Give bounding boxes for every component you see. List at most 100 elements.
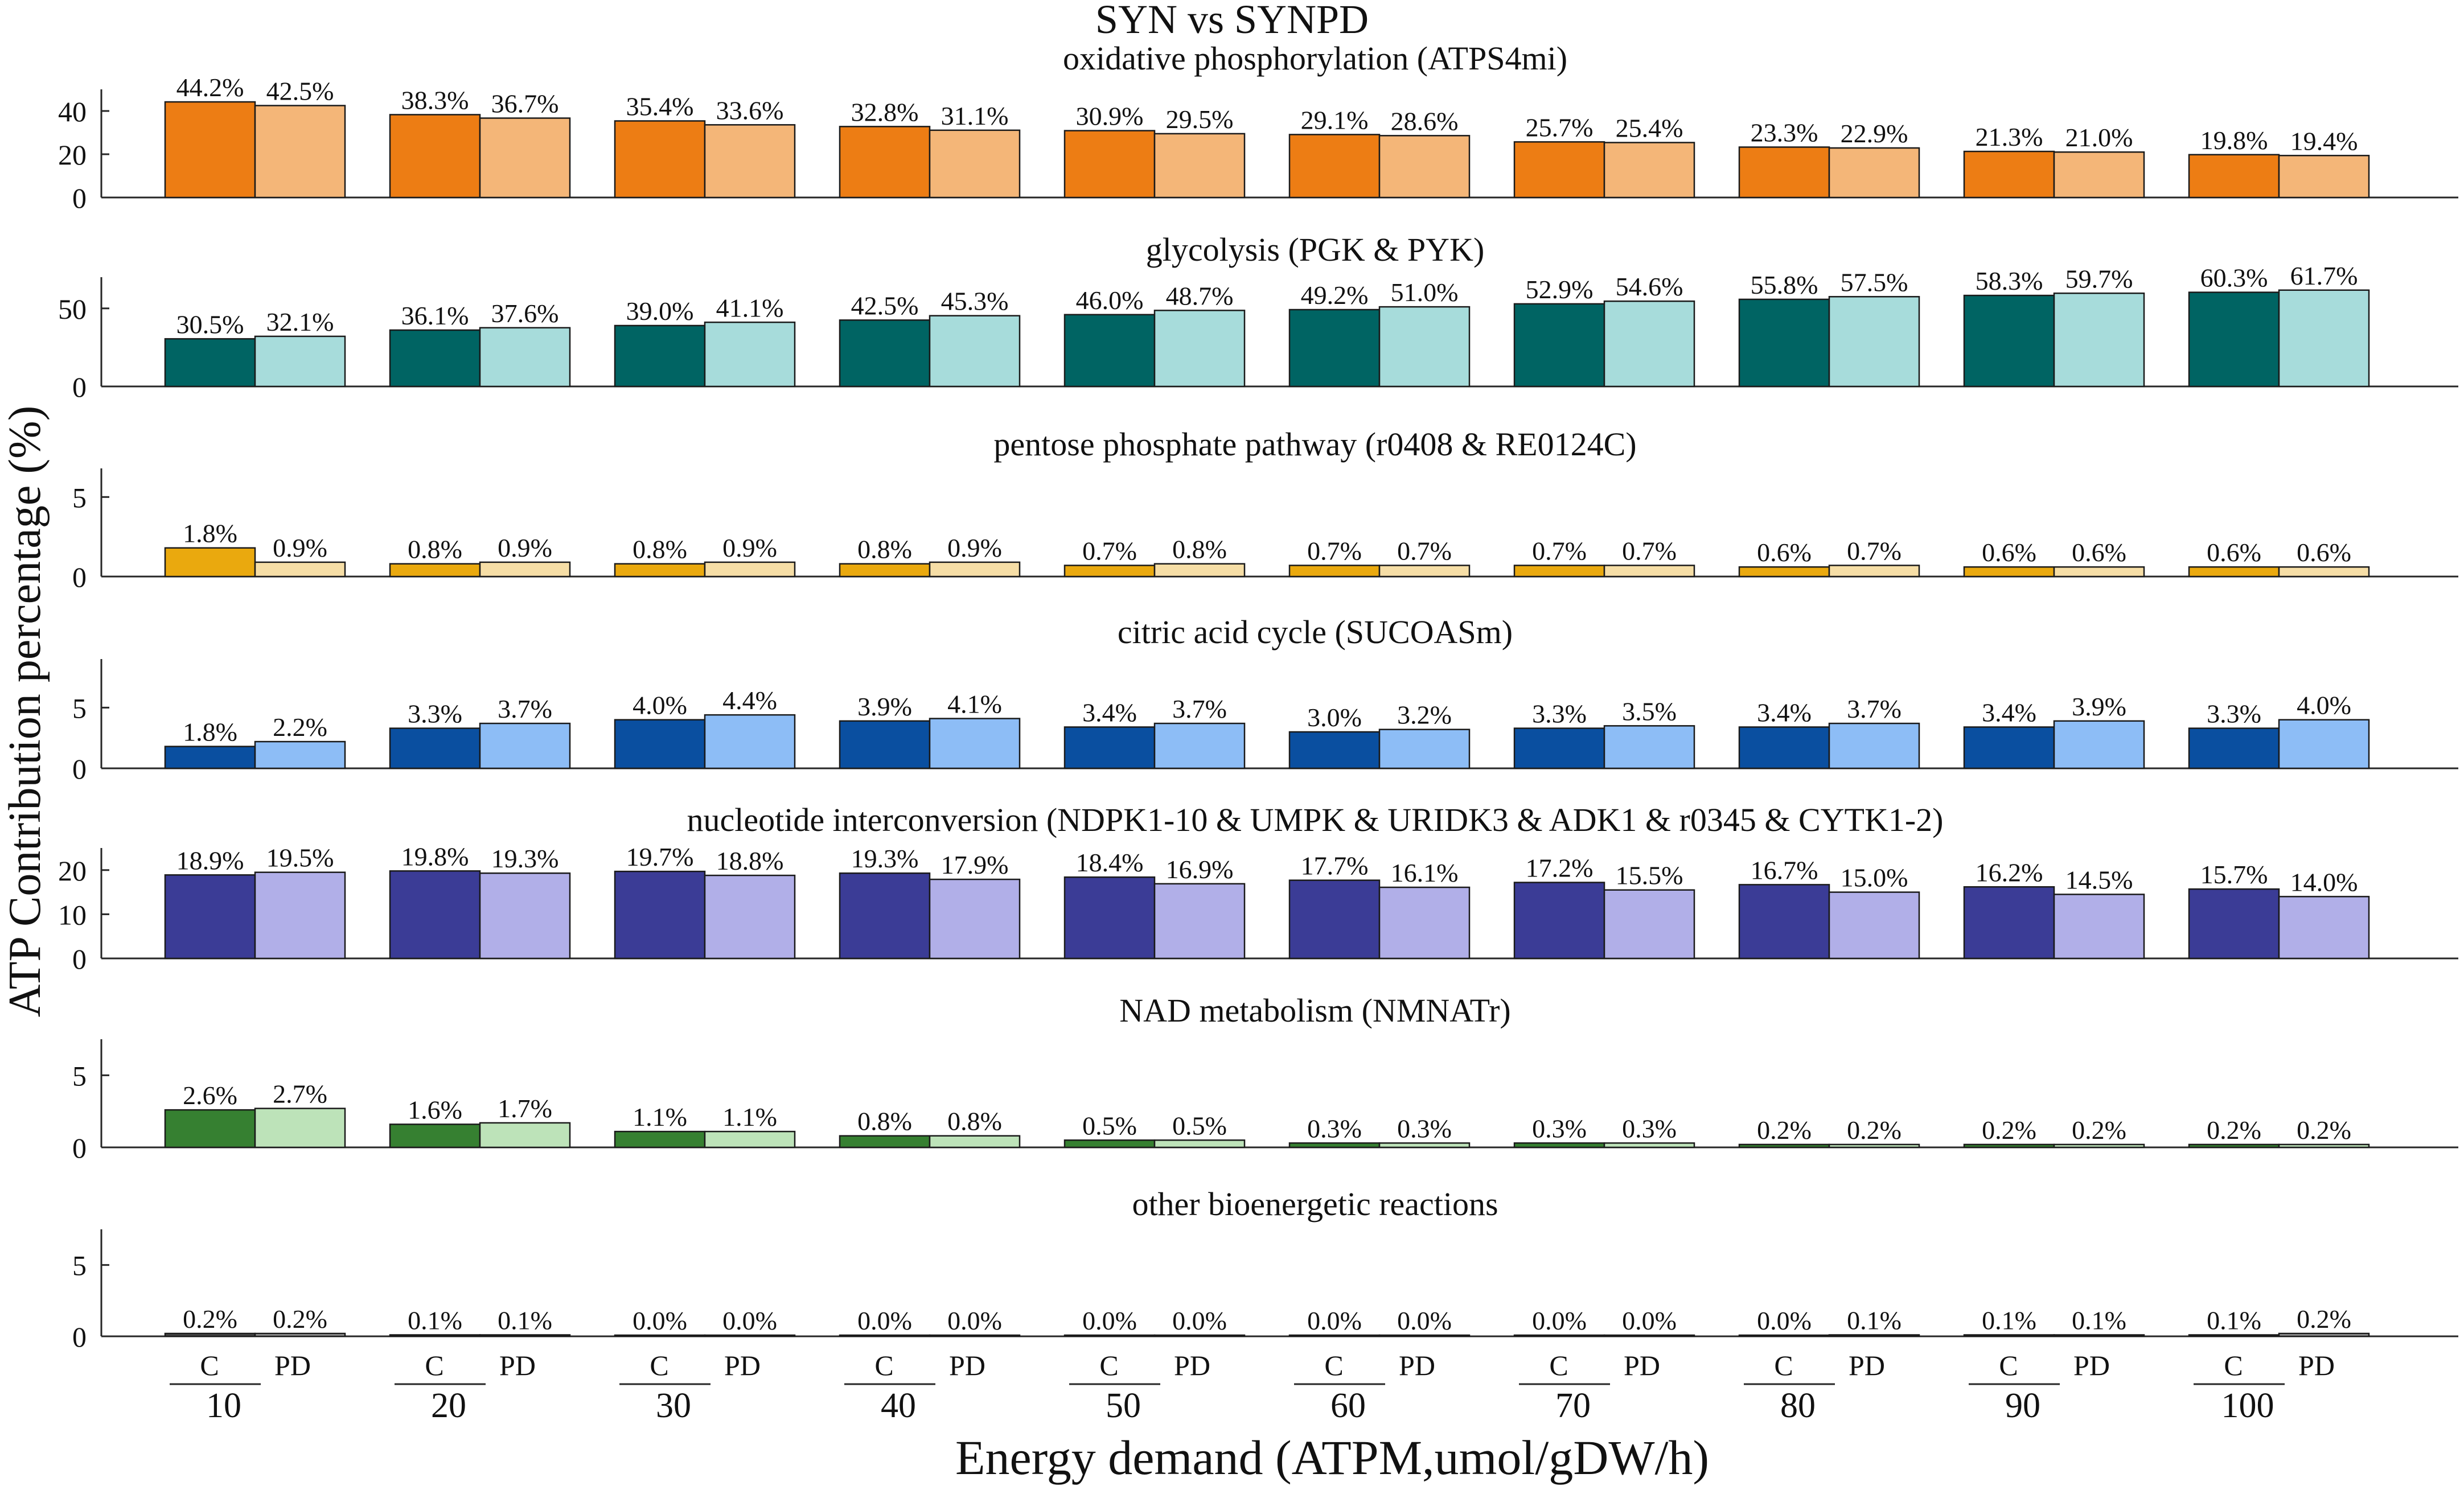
bar [479, 872, 571, 960]
x-tick-label: 80 [1780, 1386, 1816, 1425]
panel-title: glycolysis (PGK & PYK) [1146, 231, 1485, 268]
data-label: 0.1% [408, 1306, 462, 1335]
data-label: 0.8% [1172, 535, 1227, 564]
y-tick-label: 0 [72, 943, 87, 975]
panel-7: other bioenergetic reactions 0 5 0.2% 0.1% 0.… [72, 1185, 2458, 1353]
bar [929, 315, 1021, 388]
bar [1288, 731, 1381, 769]
bar [614, 120, 706, 199]
data-label: 19.5% [266, 843, 334, 872]
data-label: 16.2% [1976, 858, 2043, 887]
data-label: 17.2% [1526, 854, 1594, 883]
y-tick-label: 0 [72, 753, 87, 785]
bar [1378, 565, 1471, 578]
bar [479, 1122, 571, 1149]
bar [839, 1135, 931, 1149]
data-label: 0.0% [1172, 1306, 1227, 1335]
bar [254, 1108, 346, 1149]
data-label: 0.6% [1757, 538, 1812, 567]
bar [704, 1130, 796, 1149]
data-label: 0.2% [2072, 1115, 2126, 1145]
bar [1828, 891, 1920, 960]
bar [2278, 1143, 2370, 1149]
bar [164, 547, 256, 578]
bar [2188, 291, 2280, 388]
bar [1738, 1143, 1830, 1149]
bar [1513, 882, 1605, 960]
y-tick-label: 5 [72, 1060, 87, 1092]
data-label: 17.9% [941, 850, 1009, 879]
chart-panels: oxidative phosphorylation (ATPS4mi) 0 20 40… [58, 40, 2458, 1353]
data-label: 0.2% [2297, 1304, 2351, 1333]
data-label: 21.3% [1976, 122, 2043, 151]
bar [1513, 141, 1605, 199]
bar [1738, 298, 1830, 388]
data-label: 3.4% [1082, 698, 1137, 727]
bar [254, 871, 346, 960]
data-label: 48.7% [1166, 281, 1234, 310]
bar [929, 1334, 1021, 1337]
bar [1738, 1334, 1830, 1337]
data-label: 0.3% [1307, 1114, 1362, 1143]
data-label: 3.0% [1307, 703, 1362, 732]
bar [479, 561, 571, 578]
data-label: 0.0% [1622, 1306, 1677, 1335]
bar [1153, 883, 1246, 960]
bar [929, 878, 1021, 960]
data-label: 3.3% [2207, 699, 2261, 728]
bar [839, 720, 931, 769]
bar [2188, 727, 2280, 769]
data-label: 19.4% [2290, 126, 2358, 155]
data-label: 3.7% [1172, 694, 1227, 723]
data-label: 0.7% [1847, 536, 1902, 565]
bar [164, 746, 256, 769]
data-label: 1.6% [408, 1095, 462, 1124]
data-label: 3.5% [1622, 697, 1677, 726]
data-label: 15.5% [1616, 861, 1683, 890]
data-label: 0.8% [947, 1107, 1002, 1136]
y-tick-label: 50 [58, 293, 87, 325]
y-tick-label: 5 [72, 481, 87, 513]
bar [704, 1334, 796, 1337]
bar [254, 561, 346, 578]
bar [1153, 1139, 1246, 1149]
data-label: 0.7% [1532, 536, 1587, 565]
data-label: 0.6% [2072, 538, 2126, 567]
bar [1963, 150, 2055, 199]
bar [2053, 720, 2145, 769]
bar [1738, 884, 1830, 960]
data-label: 18.8% [716, 846, 784, 875]
bar [389, 563, 481, 578]
data-label: 0.2% [273, 1304, 327, 1333]
data-label: 1.7% [498, 1094, 552, 1123]
data-label: 2.7% [273, 1080, 327, 1109]
y-tick-label: 0 [72, 371, 87, 403]
y-tick-label: 0 [72, 1132, 87, 1164]
bar [704, 874, 796, 960]
data-label: 28.6% [1391, 106, 1459, 135]
data-label: 0.3% [1622, 1114, 1677, 1143]
bar [1378, 1142, 1471, 1149]
bar [1063, 565, 1156, 578]
data-label: 29.5% [1166, 105, 1234, 134]
data-label: 18.9% [176, 846, 244, 875]
y-tick-label: 20 [58, 855, 87, 887]
y-tick-label: 0 [72, 182, 87, 214]
bar [1153, 1334, 1246, 1337]
group-label-pd: PD [2298, 1349, 2335, 1381]
data-label: 19.8% [401, 842, 469, 871]
bar [1963, 1143, 2055, 1149]
y-tick-label: 40 [58, 96, 87, 127]
group-label-c: C [1099, 1349, 1118, 1381]
panel-title: oxidative phosphorylation (ATPS4mi) [1063, 40, 1567, 77]
data-label: 46.0% [1076, 286, 1144, 315]
bar [1828, 1334, 1920, 1337]
panel-1: oxidative phosphorylation (ATPS4mi) 0 20 40… [58, 40, 2458, 214]
data-label: 3.3% [408, 699, 462, 728]
data-label: 0.2% [183, 1304, 237, 1333]
x-tick-label: 60 [1330, 1386, 1366, 1425]
bar [2278, 289, 2370, 388]
data-label: 3.9% [857, 692, 912, 721]
bar [2188, 1143, 2280, 1149]
bar [1963, 294, 2055, 388]
